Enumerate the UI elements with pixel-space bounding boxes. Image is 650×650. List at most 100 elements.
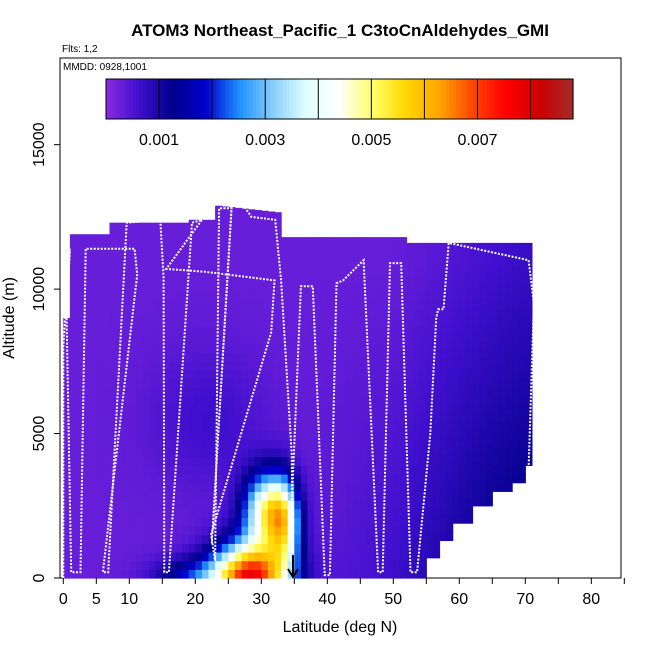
heatmap-cell	[419, 242, 427, 250]
heatmap-cell	[459, 401, 467, 412]
heatmap-cell	[142, 430, 150, 440]
heatmap-cell	[234, 482, 243, 492]
heatmap-cell	[505, 266, 513, 276]
heatmap-cell	[426, 254, 434, 264]
heatmap-cell	[432, 306, 441, 316]
heatmap-cell	[439, 445, 447, 455]
heatmap-cell	[142, 508, 150, 518]
heatmap-cell	[221, 517, 229, 527]
heatmap-cell	[109, 543, 117, 553]
heatmap-cell	[155, 404, 163, 414]
heatmap-cell	[446, 401, 454, 412]
heatmap-cell	[261, 430, 269, 440]
heatmap-cell	[175, 231, 183, 241]
heatmap-cell	[406, 430, 414, 440]
heatmap-cell	[175, 465, 183, 475]
colorbar-segment	[362, 79, 367, 119]
heatmap-cell	[215, 370, 223, 380]
heatmap-cell	[69, 534, 78, 544]
heatmap-cell	[89, 283, 97, 293]
heatmap-cell	[274, 465, 282, 475]
heatmap-cell	[142, 500, 150, 510]
heatmap-cell	[261, 396, 269, 406]
heatmap-cell	[294, 352, 302, 362]
flight-track-line	[62, 204, 535, 579]
heatmap-cell	[155, 560, 163, 570]
heatmap-cell	[446, 393, 454, 403]
heatmap-cell	[102, 387, 111, 397]
heatmap-cell	[162, 231, 170, 241]
heatmap-cell	[472, 315, 480, 325]
heatmap-cell	[267, 448, 276, 458]
heatmap-cell	[201, 439, 210, 449]
heatmap-cell	[116, 318, 124, 328]
heatmap-cell	[63, 517, 71, 527]
heatmap-cell	[386, 517, 394, 527]
heatmap-cell	[195, 517, 203, 527]
heatmap-cell	[465, 497, 474, 507]
heatmap-cell	[254, 482, 262, 492]
heatmap-cell	[439, 427, 447, 438]
heatmap-cell	[393, 335, 401, 345]
heatmap-cell	[446, 471, 454, 481]
heatmap-cell	[485, 289, 493, 299]
heatmap-cell	[320, 413, 328, 423]
heatmap-cell	[360, 240, 368, 250]
heatmap-cell	[274, 352, 282, 362]
heatmap-cell	[294, 474, 302, 484]
heatmap-cell	[281, 396, 289, 406]
heatmap-cell	[241, 491, 249, 501]
heatmap-cell	[505, 456, 513, 466]
heatmap-cell	[215, 231, 223, 241]
heatmap-cell	[432, 479, 441, 490]
heatmap-cell	[307, 274, 315, 284]
heatmap-cell	[208, 361, 216, 371]
heatmap-cell	[426, 497, 434, 507]
heatmap-cell	[116, 378, 124, 388]
colorbar-segment	[469, 79, 474, 119]
heatmap-cell	[446, 315, 454, 325]
heatmap-cell	[300, 335, 309, 345]
heatmap-cell	[360, 378, 368, 388]
heatmap-cell	[287, 526, 295, 536]
heatmap-cell	[446, 436, 454, 446]
heatmap-cell	[248, 500, 256, 510]
x-tick-label: 50	[384, 591, 402, 608]
heatmap-cell	[419, 387, 427, 397]
heatmap-cell	[254, 396, 262, 406]
colorbar-tick-label: 0.003	[245, 132, 285, 149]
heatmap-cell	[347, 569, 355, 579]
heatmap-cell	[393, 439, 401, 449]
heatmap-cell	[155, 300, 163, 310]
heatmap-cell	[452, 349, 460, 360]
heatmap-cell	[175, 248, 183, 258]
heatmap-cell	[89, 517, 97, 527]
heatmap-cell	[69, 422, 78, 432]
heatmap-cell	[155, 526, 163, 536]
colorbar-segment	[416, 79, 421, 119]
heatmap-cell	[195, 396, 203, 406]
heatmap-cell	[175, 274, 183, 284]
heatmap-cell	[63, 430, 71, 440]
heatmap-cell	[353, 248, 361, 258]
heatmap-cell	[426, 549, 434, 559]
heatmap-cell	[347, 491, 355, 501]
heatmap-cell	[234, 214, 243, 224]
heatmap-cell	[175, 482, 183, 492]
heatmap-cell	[261, 231, 269, 241]
heatmap-cell	[175, 283, 183, 293]
colorbar-segment	[346, 79, 351, 119]
heatmap-cell	[406, 456, 414, 466]
heatmap-cell	[320, 569, 328, 579]
heatmap-cell	[248, 508, 256, 518]
heatmap-cell	[525, 318, 533, 328]
heatmap-cell	[267, 326, 276, 336]
heatmap-cell	[254, 569, 262, 579]
heatmap-cell	[498, 266, 507, 276]
heatmap-cell	[320, 534, 328, 544]
heatmap-cell	[307, 422, 315, 432]
heatmap-cell	[168, 534, 177, 544]
heatmap-cell	[201, 413, 210, 423]
colorbar-segment	[539, 79, 544, 119]
heatmap-cell	[162, 482, 170, 492]
